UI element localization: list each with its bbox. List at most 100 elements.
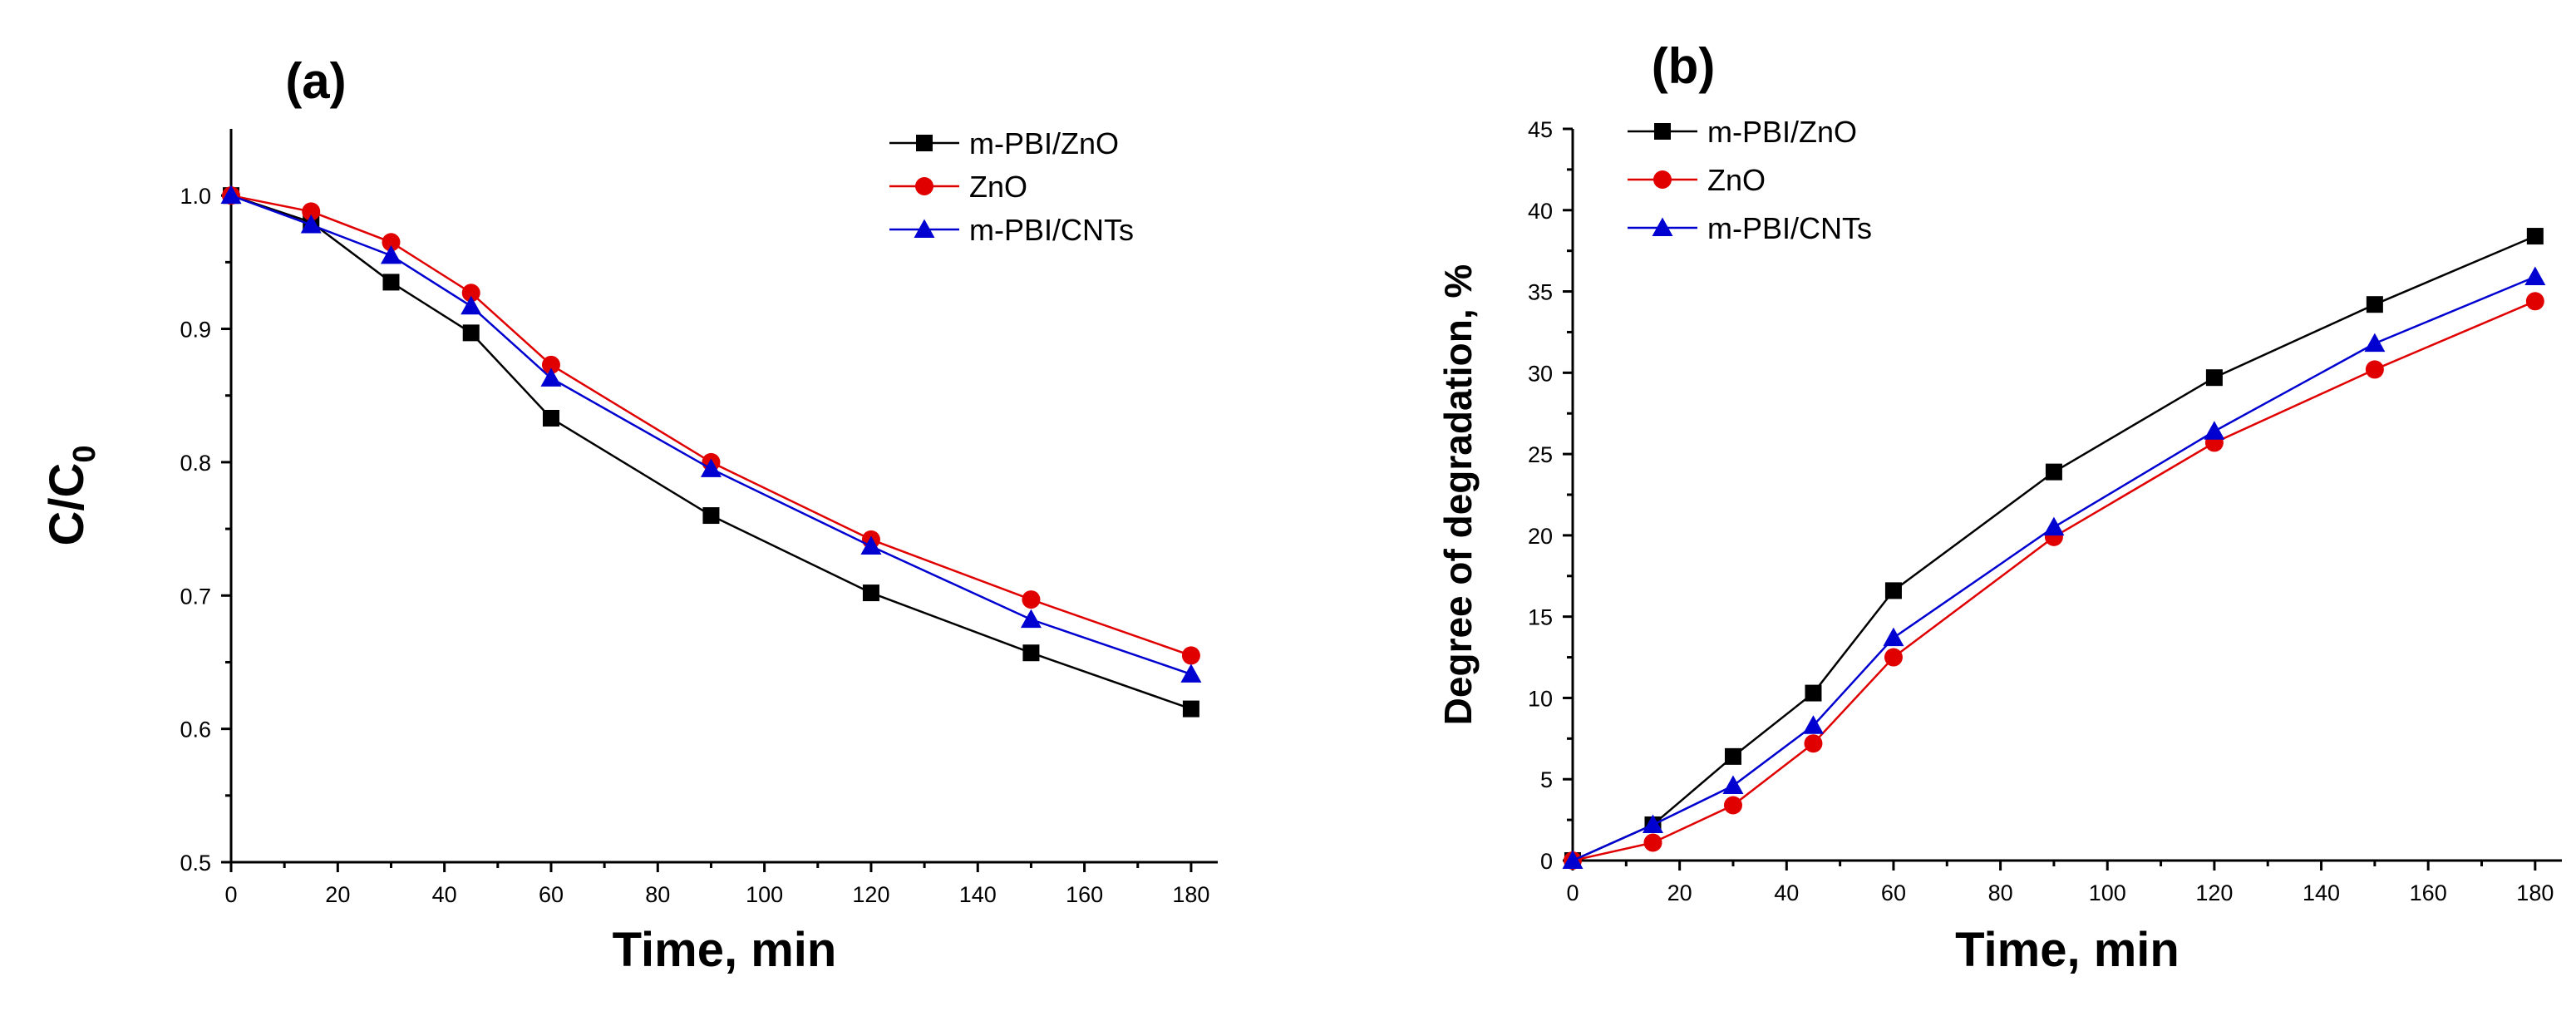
x-tick-label: 40	[432, 882, 457, 907]
y-tick-label: 0	[1540, 849, 1553, 874]
x-tick-label: 180	[2516, 880, 2554, 905]
data-point	[1182, 700, 1199, 718]
x-tick-label: 120	[2195, 880, 2233, 905]
x-tick-label: 160	[1066, 882, 1103, 907]
data-point	[2526, 228, 2544, 245]
legend: m-PBI/ZnO ZnO m-PBI/CNTs	[889, 126, 1134, 247]
y-axis-title: Degree of degradation, %	[1436, 264, 1480, 726]
y-tick-label: 15	[1528, 605, 1553, 630]
data-point	[2524, 266, 2546, 285]
y-tick-label: 0.6	[180, 718, 211, 742]
y-tick-label: 35	[1528, 280, 1553, 305]
y-tick-label: 20	[1528, 524, 1553, 549]
legend-marker	[914, 219, 935, 238]
x-tick-label: 100	[746, 882, 783, 907]
y-tick-label: 45	[1528, 117, 1553, 142]
series-line-ZnO	[230, 194, 1192, 657]
data-point	[702, 507, 720, 525]
data-point	[2364, 333, 2386, 353]
y-tick-label: 10	[1528, 686, 1553, 711]
data-point	[2043, 516, 2065, 536]
legend-marker	[1653, 170, 1672, 189]
panel-label: (a)	[285, 53, 346, 109]
data-point	[542, 409, 559, 427]
y-tick-label: 40	[1528, 199, 1553, 224]
data-point	[380, 244, 401, 264]
x-tick-label: 60	[1881, 880, 1906, 905]
series-line-ZnO	[1572, 300, 2536, 862]
data-point	[1805, 684, 1822, 702]
data-point	[2525, 292, 2544, 311]
legend-label: ZnO	[969, 170, 1027, 204]
x-tick-label: 40	[1774, 880, 1799, 905]
x-tick-label: 120	[852, 882, 889, 907]
y-tick-label: 25	[1528, 442, 1553, 467]
y-tick-label: 0.7	[180, 584, 211, 609]
data-point	[462, 324, 480, 342]
legend-label: m-PBI/CNTs	[969, 213, 1134, 247]
data-point	[1562, 850, 1584, 869]
y-tick-label: 30	[1528, 361, 1553, 386]
data-point	[1181, 646, 1200, 665]
x-tick-label: 180	[1172, 882, 1209, 907]
y-tick-label: 0.8	[180, 451, 211, 476]
y-tick-label: 5	[1540, 767, 1553, 792]
x-tick-label: 80	[1988, 880, 2013, 905]
data-point	[862, 584, 879, 602]
data-point	[1642, 814, 1663, 833]
data-point	[2365, 360, 2384, 379]
data-point	[1022, 644, 1040, 662]
x-axis-title: Time, min	[613, 923, 837, 977]
series-line-m-PBI/ZnO	[230, 194, 1192, 710]
legend: m-PBI/ZnO ZnO m-PBI/CNTs	[1628, 115, 1872, 245]
data-point	[1802, 715, 1824, 734]
legend-label: m-PBI/ZnO	[1707, 115, 1857, 149]
data-point	[1884, 582, 1902, 599]
x-tick-label: 0	[1566, 880, 1579, 905]
data-point	[1180, 663, 1202, 683]
y-tick-label: 1.0	[180, 184, 211, 209]
data-point	[302, 202, 321, 221]
x-tick-label: 20	[325, 882, 350, 907]
y-tick-label: 0.9	[180, 318, 211, 343]
x-tick-label: 60	[539, 882, 564, 907]
data-point	[300, 214, 322, 234]
legend-label: m-PBI/CNTs	[1707, 211, 1872, 245]
data-point	[1643, 833, 1662, 852]
data-point	[1722, 775, 1744, 795]
data-point	[2366, 296, 2383, 313]
x-tick-label: 160	[2410, 880, 2447, 905]
chart-panel-a: 0 20 40 60 80 100 120 140 160 180 0.5 0.6 0.7 0.8 0.9 1…	[40, 53, 1218, 977]
x-tick-label: 20	[1667, 880, 1692, 905]
x-tick-label: 100	[2089, 880, 2126, 905]
data-point	[461, 284, 480, 303]
legend-label: ZnO	[1707, 163, 1766, 197]
y-tick-label: 0.5	[180, 851, 211, 875]
legend-marker	[916, 135, 933, 151]
data-point	[461, 295, 482, 315]
series-line-m-PBI/CNTs	[1572, 275, 2536, 862]
data-point	[382, 274, 400, 291]
data-point	[700, 458, 722, 477]
x-tick-label: 80	[645, 882, 670, 907]
x-tick-label: 140	[959, 882, 997, 907]
data-point	[2204, 421, 2225, 440]
data-point	[1724, 747, 1741, 765]
data-point	[1884, 648, 1903, 667]
data-point	[1022, 590, 1041, 609]
series-line-m-PBI/CNTs	[230, 195, 1192, 676]
panel-label: (b)	[1652, 38, 1716, 94]
x-tick-label: 0	[224, 882, 237, 907]
data-point	[1804, 734, 1823, 753]
data-point	[860, 535, 882, 555]
data-point	[2045, 463, 2062, 481]
y-axis-title: C/C0	[40, 445, 102, 545]
legend-label: m-PBI/ZnO	[969, 126, 1119, 160]
data-point	[382, 233, 401, 252]
data-point	[540, 367, 562, 387]
data-point	[220, 185, 242, 205]
data-point	[1020, 609, 1042, 629]
chart-panel-b: 0 20 40 60 80 100 120 140 160 180 0 5 10 15 20 25 30 35 40…	[1436, 38, 2562, 977]
data-point	[541, 355, 560, 374]
